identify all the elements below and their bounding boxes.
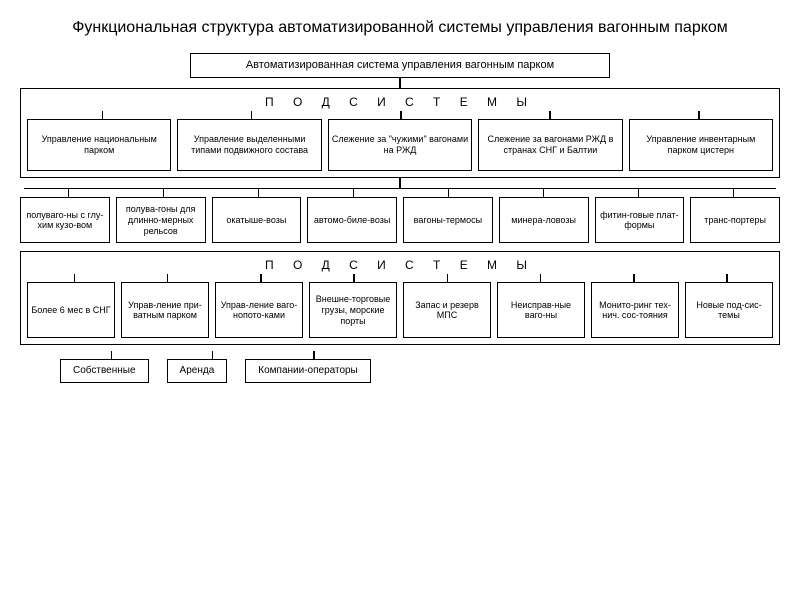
row-2: полуваго-ны с глу-хим кузо-вом полува-го…: [20, 197, 780, 243]
node-row1-3: Слежение за вагонами РЖД в странах СНГ и…: [478, 119, 622, 171]
node-row4-0: Собственные: [60, 359, 149, 383]
node-row3-0: Более 6 мес в СНГ: [27, 282, 115, 338]
section-label-1: П О Д С И С Т Е М Ы: [27, 91, 773, 111]
section-label-2: П О Д С И С Т Е М Ы: [27, 254, 773, 274]
connector-stubs: [27, 111, 773, 119]
connector-stubs: [20, 189, 780, 197]
node-row2-1: полува-гоны для длинно-мерных рельсов: [116, 197, 206, 243]
node-row1-0: Управление национальным парком: [27, 119, 171, 171]
node-row4-1: Аренда: [167, 359, 228, 383]
node-row2-0: полуваго-ны с глу-хим кузо-вом: [20, 197, 110, 243]
org-diagram: Автоматизированная система управления ва…: [20, 53, 780, 384]
root-node: Автоматизированная система управления ва…: [190, 53, 610, 78]
node-row1-1: Управление выделенными типами подвижного…: [177, 119, 321, 171]
node-row2-6: фитин-говые плат-формы: [595, 197, 685, 243]
node-row2-2: окатыше-возы: [212, 197, 302, 243]
connector-stubs: [27, 274, 773, 282]
node-row2-5: минера-ловозы: [499, 197, 589, 243]
node-row2-4: вагоны-термосы: [403, 197, 493, 243]
row-3: Более 6 мес в СНГ Управ-ление при-ватным…: [27, 282, 773, 338]
node-row3-4: Запас и резерв МПС: [403, 282, 491, 338]
node-row3-5: Неисправ-ные ваго-ны: [497, 282, 585, 338]
node-row3-1: Управ-ление при-ватным парком: [121, 282, 209, 338]
row-1: Управление национальным парком Управлени…: [27, 119, 773, 171]
node-row3-7: Новые под-сис-темы: [685, 282, 773, 338]
node-row4-2: Компании-операторы: [245, 359, 370, 383]
node-row3-3: Внешне-торговые грузы, морские порты: [309, 282, 397, 338]
subsystems-frame-1: П О Д С И С Т Е М Ы Управление националь…: [20, 88, 780, 178]
node-row3-2: Управ-ление ваго-нопото-ками: [215, 282, 303, 338]
node-row2-3: автомо-биле-возы: [307, 197, 397, 243]
node-row2-7: транс-портеры: [690, 197, 780, 243]
page-title: Функциональная структура автоматизирован…: [30, 18, 770, 39]
row-4: Собственные Аренда Компании-операторы: [20, 359, 780, 383]
connector: [399, 178, 401, 188]
connector-stubs: [60, 351, 364, 359]
node-row1-4: Управление инвентарным парком цистерн: [629, 119, 773, 171]
subsystems-frame-2: П О Д С И С Т Е М Ы Более 6 мес в СНГ Уп…: [20, 251, 780, 345]
node-row3-6: Монито-ринг тех-нич. сос-тояния: [591, 282, 679, 338]
connector: [399, 78, 401, 88]
node-row1-2: Слежение за "чужими" вагонами на РЖД: [328, 119, 472, 171]
